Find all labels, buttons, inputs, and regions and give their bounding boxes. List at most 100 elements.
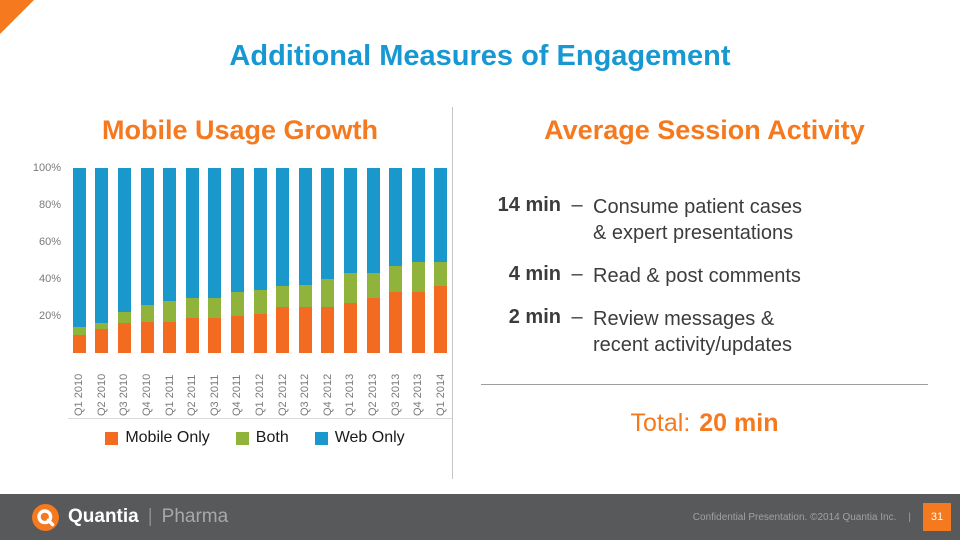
bar-column: Q1 2014: [430, 168, 453, 418]
bar-column: Q1 2010: [68, 168, 91, 418]
bar-segment-web-only: [95, 168, 109, 324]
bar-segment-mobile-only: [434, 286, 448, 353]
x-tick-label: Q2 2011: [186, 374, 199, 416]
total-line: Total: 20 min: [481, 409, 928, 438]
bar-segment-web-only: [230, 168, 244, 292]
bar-segment-both: [434, 262, 448, 287]
legend-item: Mobile Only: [105, 429, 210, 447]
bar-segment-both: [343, 273, 357, 304]
bar-segment-web-only: [366, 168, 380, 274]
session-row: 14 min – Consume patient cases & expert pr…: [481, 194, 928, 246]
stacked-bar: [230, 168, 244, 353]
bar-segment-mobile-only: [411, 291, 425, 353]
bar-column: Q1 2011: [158, 168, 181, 418]
x-tick-label: Q4 2011: [231, 374, 244, 416]
footer: Quantia | Pharma Confidential Presentati…: [0, 494, 960, 540]
stacked-bar: [389, 168, 403, 353]
bar-segment-both: [321, 279, 335, 307]
bar-segment-mobile-only: [117, 323, 131, 353]
vertical-divider: [452, 107, 453, 479]
chart-title: Mobile Usage Growth: [101, 115, 379, 145]
stacked-bar: [72, 168, 86, 353]
bar-column: Q3 2013: [384, 168, 407, 418]
y-axis: 100% 80% 60% 40% 20%: [28, 162, 68, 353]
x-tick-label: Q4 2010: [141, 373, 154, 416]
confidential-text: Confidential Presentation. ©2014 Quantia…: [692, 511, 897, 523]
bar-segment-web-only: [253, 168, 267, 291]
session-desc: Consume patient cases & expert presentat…: [593, 196, 803, 244]
bar-segment-both: [366, 273, 380, 298]
page-number-badge: 31: [923, 503, 951, 531]
footer-right: Confidential Presentation. ©2014 Quantia…: [693, 503, 951, 531]
legend-label: Both: [255, 429, 289, 446]
bar-segment-both: [276, 286, 290, 307]
session-list: 14 min – Consume patient cases & expert pr…: [481, 194, 928, 358]
corner-decoration: [0, 0, 34, 34]
bar-segment-web-only: [276, 168, 290, 287]
stacked-bar: [185, 168, 199, 353]
slide-title: Additional Measures of Engagement: [229, 40, 731, 72]
bar-segment-web-only: [411, 168, 425, 263]
stacked-bar: [321, 168, 335, 353]
mobile-usage-section: Mobile Usage Growth 100% 80% 60% 40% 20% Q1 …: [0, 115, 452, 479]
bar-segment-mobile-only: [163, 321, 177, 353]
chart-legend: Mobile Only Both Web Only: [58, 429, 452, 447]
bar-segment-both: [298, 284, 312, 307]
bar-segment-web-only: [321, 168, 335, 279]
session-desc: Read & post comments: [593, 265, 801, 287]
bar-column: Q2 2012: [271, 168, 294, 418]
session-row: 4 min – Read & post comments: [481, 263, 928, 289]
legend-item: Web Only: [314, 429, 405, 447]
brand: Quantia | Pharma: [32, 503, 229, 531]
content: Mobile Usage Growth 100% 80% 60% 40% 20% Q1 …: [0, 107, 960, 479]
footer-separator: |: [908, 511, 911, 523]
y-tick-label: 80%: [38, 199, 61, 211]
bar-column: Q4 2013: [407, 168, 430, 418]
legend-swatch: [314, 431, 328, 445]
bar-segment-both: [140, 304, 154, 322]
stacked-bar: [253, 168, 267, 353]
bar-segment-both: [208, 297, 222, 318]
bar-segment-web-only: [434, 168, 448, 263]
stacked-bar: [117, 168, 131, 353]
bar-segment-web-only: [185, 168, 199, 298]
session-dash: –: [571, 194, 583, 216]
legend-swatch: [235, 431, 249, 445]
session-row: 2 min – Review messages & recent activity/…: [481, 306, 928, 358]
stacked-bar: [95, 168, 109, 353]
bar-segment-mobile-only: [276, 306, 290, 353]
x-tick-label: Q2 2012: [276, 373, 289, 416]
x-tick-label: Q1 2012: [254, 373, 267, 416]
bar-segment-web-only: [389, 168, 403, 267]
x-tick-label: Q3 2010: [118, 373, 131, 416]
y-tick-label: 60%: [38, 236, 61, 248]
bar-segment-web-only: [208, 168, 222, 298]
x-tick-label: Q2 2010: [95, 373, 108, 416]
legend-swatch: [105, 431, 119, 445]
bar-column: Q2 2010: [91, 168, 114, 418]
y-tick-label: 100%: [32, 162, 61, 174]
bar-segment-web-only: [163, 168, 177, 302]
bar-segment-mobile-only: [298, 306, 312, 353]
bar-segment-mobile-only: [321, 306, 335, 353]
session-time: 14 min: [497, 194, 561, 216]
y-tick-label: 20%: [38, 310, 61, 322]
bar-column: Q3 2012: [294, 168, 317, 418]
session-dash: –: [571, 263, 583, 285]
bar-column: Q4 2012: [317, 168, 340, 418]
stacked-bar-chart: 100% 80% 60% 40% 20% Q1 2010 Q2 2010 Q3 2010 Q4…: [28, 162, 452, 419]
bar-segment-both: [253, 290, 267, 315]
bar-segment-both: [230, 291, 244, 316]
bar-segment-mobile-only: [230, 316, 244, 353]
brand-sub: Pharma: [161, 506, 229, 527]
session-desc: Review messages & recent activity/update…: [593, 308, 792, 356]
legend-label: Web Only: [334, 429, 405, 446]
x-tick-label: Q1 2011: [163, 374, 176, 416]
bar-segment-both: [185, 297, 199, 318]
plot-area: Q1 2010 Q2 2010 Q3 2010 Q4 2010 Q1 2011 Q2 20…: [68, 168, 452, 419]
session-time: 2 min: [508, 306, 561, 328]
stacked-bar: [366, 168, 380, 353]
bar-column: Q3 2010: [113, 168, 136, 418]
stacked-bar: [411, 168, 425, 353]
legend-label: Mobile Only: [125, 429, 210, 446]
